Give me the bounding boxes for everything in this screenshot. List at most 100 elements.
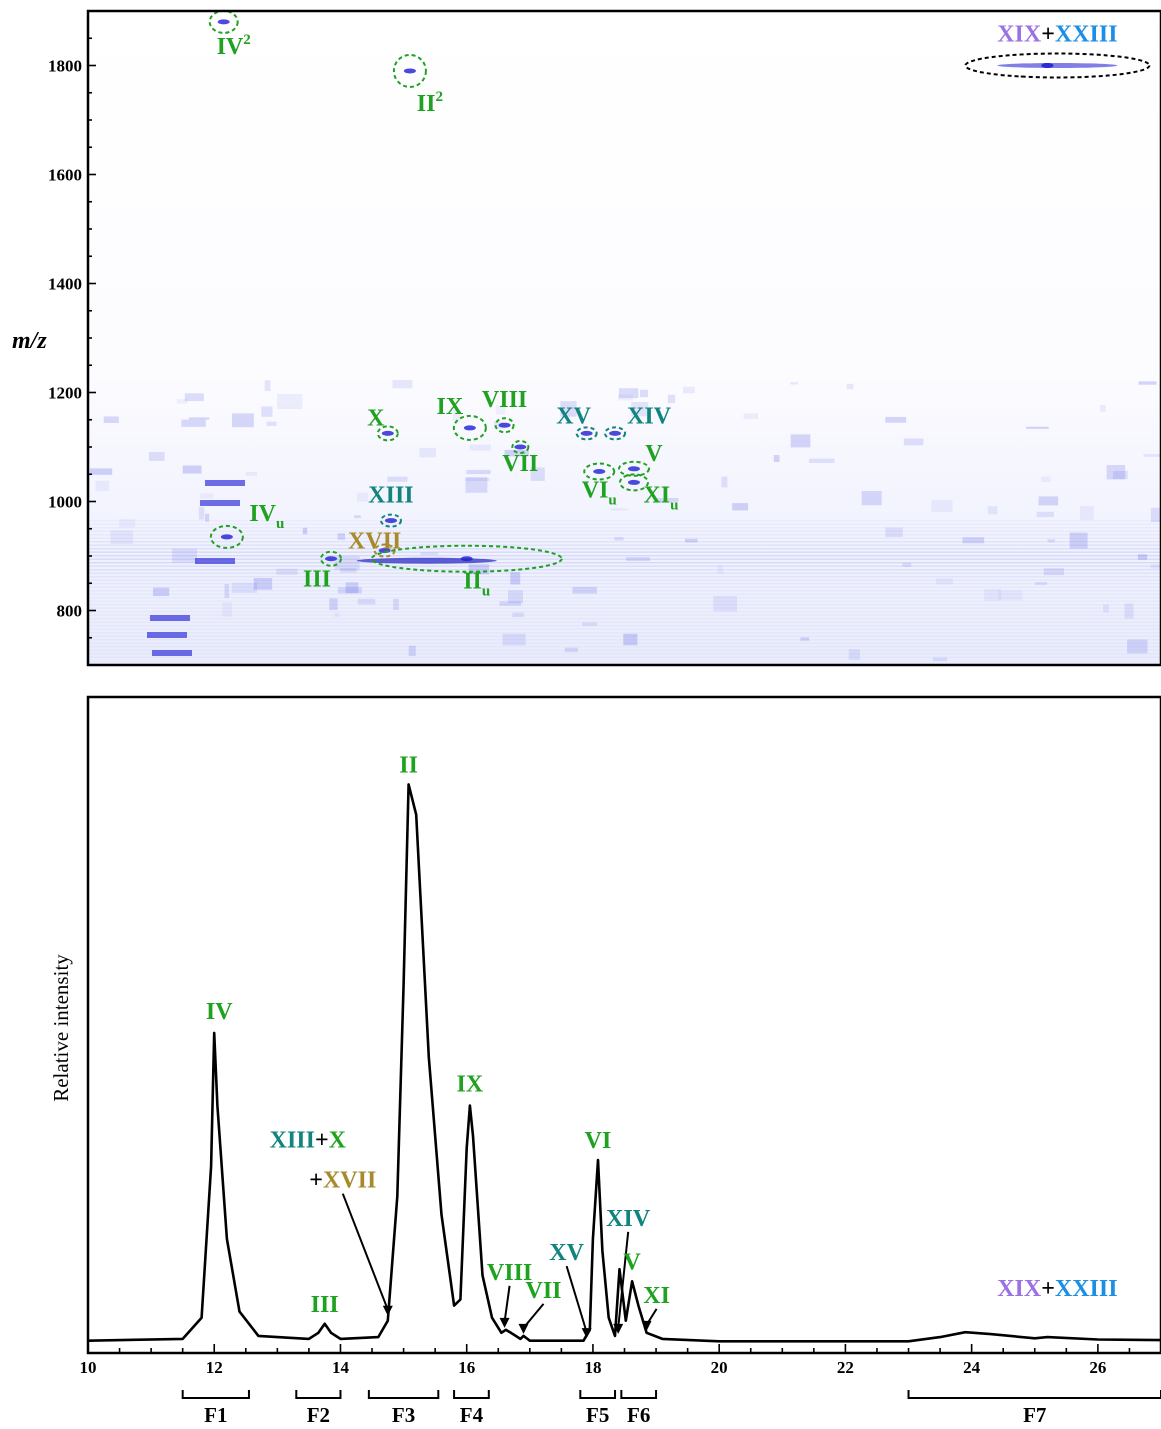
x-tick-label: 18 [584, 1358, 601, 1377]
y-tick-label: 1200 [48, 384, 82, 403]
heatmap-peak-circle [617, 460, 650, 477]
heatmap-noise-streak [932, 657, 948, 662]
heatmap-noise-band [88, 579, 1161, 581]
heatmap-noise-band [88, 653, 1161, 655]
peak-label: VIu [582, 478, 617, 509]
heatmap-noise-band [88, 625, 1161, 627]
heatmap-noise-streak [846, 383, 854, 390]
heatmap-spot [627, 466, 640, 472]
heatmap-noise-streak [808, 458, 835, 463]
heatmap-noise-band [88, 600, 1161, 602]
heatmap-noise-streak [181, 419, 206, 427]
heatmap-spot [514, 444, 527, 450]
heatmap-noise-streak [277, 394, 303, 410]
chrom-peak-label: +XVII [309, 1168, 376, 1194]
heatmap-noise-streak [654, 498, 679, 502]
chrom-peak-label: IX [457, 1072, 484, 1098]
heatmap-noise-streak [732, 503, 749, 511]
x-tick-label: 22 [837, 1358, 854, 1377]
chrom-peak-label: XI [643, 1283, 670, 1309]
heatmap-noise-streak [182, 465, 202, 474]
heatmap-noise-band [88, 541, 1161, 543]
heatmap-noise-streak [790, 434, 811, 448]
heatmap-noise-streak [452, 409, 461, 421]
heatmap-spot [1041, 63, 1054, 68]
heatmap-noise-streak [387, 476, 408, 482]
fraction-label: F2 [307, 1403, 330, 1427]
heatmap-spot [580, 430, 593, 436]
heatmap-noise-streak [743, 413, 758, 419]
heatmap-noise-streak [493, 421, 504, 429]
chrom-peak-label: VI [585, 1128, 612, 1154]
heatmap-noise-streak [1124, 603, 1134, 619]
chrom-peak-label: XV [549, 1240, 584, 1266]
chromatogram-trace [87, 783, 1161, 1343]
heatmap-noise-streak [329, 598, 338, 611]
heatmap-noise-streak [790, 382, 799, 385]
chrom-peak-label: V [623, 1249, 641, 1275]
heatmap-noise-streak [465, 478, 490, 482]
heatmap-noise-streak [713, 595, 737, 612]
heatmap-noise-band [88, 534, 1161, 536]
annotation-arrow [617, 1231, 630, 1328]
heatmap-spots [217, 19, 1118, 564]
heatmap-noise-band [88, 604, 1161, 606]
heatmap-noise-streak [253, 578, 273, 590]
heatmap-noise-streak [334, 612, 340, 617]
heatmap-noise-streak [222, 602, 232, 617]
heatmap-spot [463, 425, 476, 431]
y-tick-label: 1400 [48, 275, 82, 294]
x-tick-label: 12 [206, 1358, 223, 1377]
heatmap-peak-circle [452, 414, 487, 441]
x-tick-label: 20 [711, 1358, 728, 1377]
heatmap-peak-circle [583, 462, 616, 481]
heatmap-noise-streak [119, 519, 136, 528]
chrom-peak-label: IV [206, 999, 233, 1025]
heatmap-noise-band [88, 586, 1161, 588]
heatmap-noise-streak [1150, 507, 1161, 522]
chrom-peak-label: II [399, 752, 418, 778]
heatmap-peak-circle [575, 426, 598, 441]
heatmap-noise-streak [1137, 554, 1148, 560]
heatmap-spot [325, 556, 338, 562]
heatmap-noise-streak [1106, 465, 1126, 480]
annotation-arrowhead [581, 1328, 592, 1339]
heatmap-noise-streak [861, 491, 882, 506]
heatmap-noise-band [88, 628, 1161, 630]
heatmap-circles [208, 9, 1151, 573]
heatmap-noise-streak [392, 380, 413, 389]
heatmap-noise-band [88, 565, 1161, 567]
heatmap-noise-streak [618, 388, 639, 399]
x-tick-label: 24 [963, 1358, 981, 1377]
heatmap-noise-streak [354, 515, 361, 519]
heatmap-noise-streak [1138, 381, 1157, 385]
heatmap-y-axis-label: m/z [12, 328, 47, 354]
chrom-peak-label: III [311, 1292, 339, 1318]
x-tick-label: 14 [332, 1358, 350, 1377]
heatmap-noise-band [88, 597, 1161, 599]
peak-label: III [303, 567, 331, 593]
heatmap-noise-streak [683, 386, 695, 394]
heatmap-noise-streak [1036, 511, 1054, 518]
chrom-peak-label: VIII [487, 1260, 532, 1286]
fraction-bracket [367, 1390, 440, 1399]
heatmap-noise-streak [773, 455, 780, 462]
heatmap-noise-streak [1100, 405, 1106, 412]
heatmap-noise-streak [998, 590, 1023, 601]
annotation-arrow [565, 1265, 588, 1333]
annotation-arrowhead [518, 1323, 529, 1334]
heatmap-noise-streak [147, 632, 187, 638]
heatmap-noise-streak [564, 647, 578, 653]
heatmap-noise-streak [90, 468, 113, 475]
fraction-label: F3 [392, 1403, 415, 1427]
heatmap-texture [88, 380, 1161, 662]
heatmap-noise-band [88, 646, 1161, 648]
heatmap-noise-streak [345, 582, 359, 594]
peak-label: XVII [348, 529, 401, 555]
heatmap-spot [356, 557, 497, 564]
heatmap-noise-streak [224, 584, 230, 598]
heatmap-noise-streak [419, 448, 436, 458]
